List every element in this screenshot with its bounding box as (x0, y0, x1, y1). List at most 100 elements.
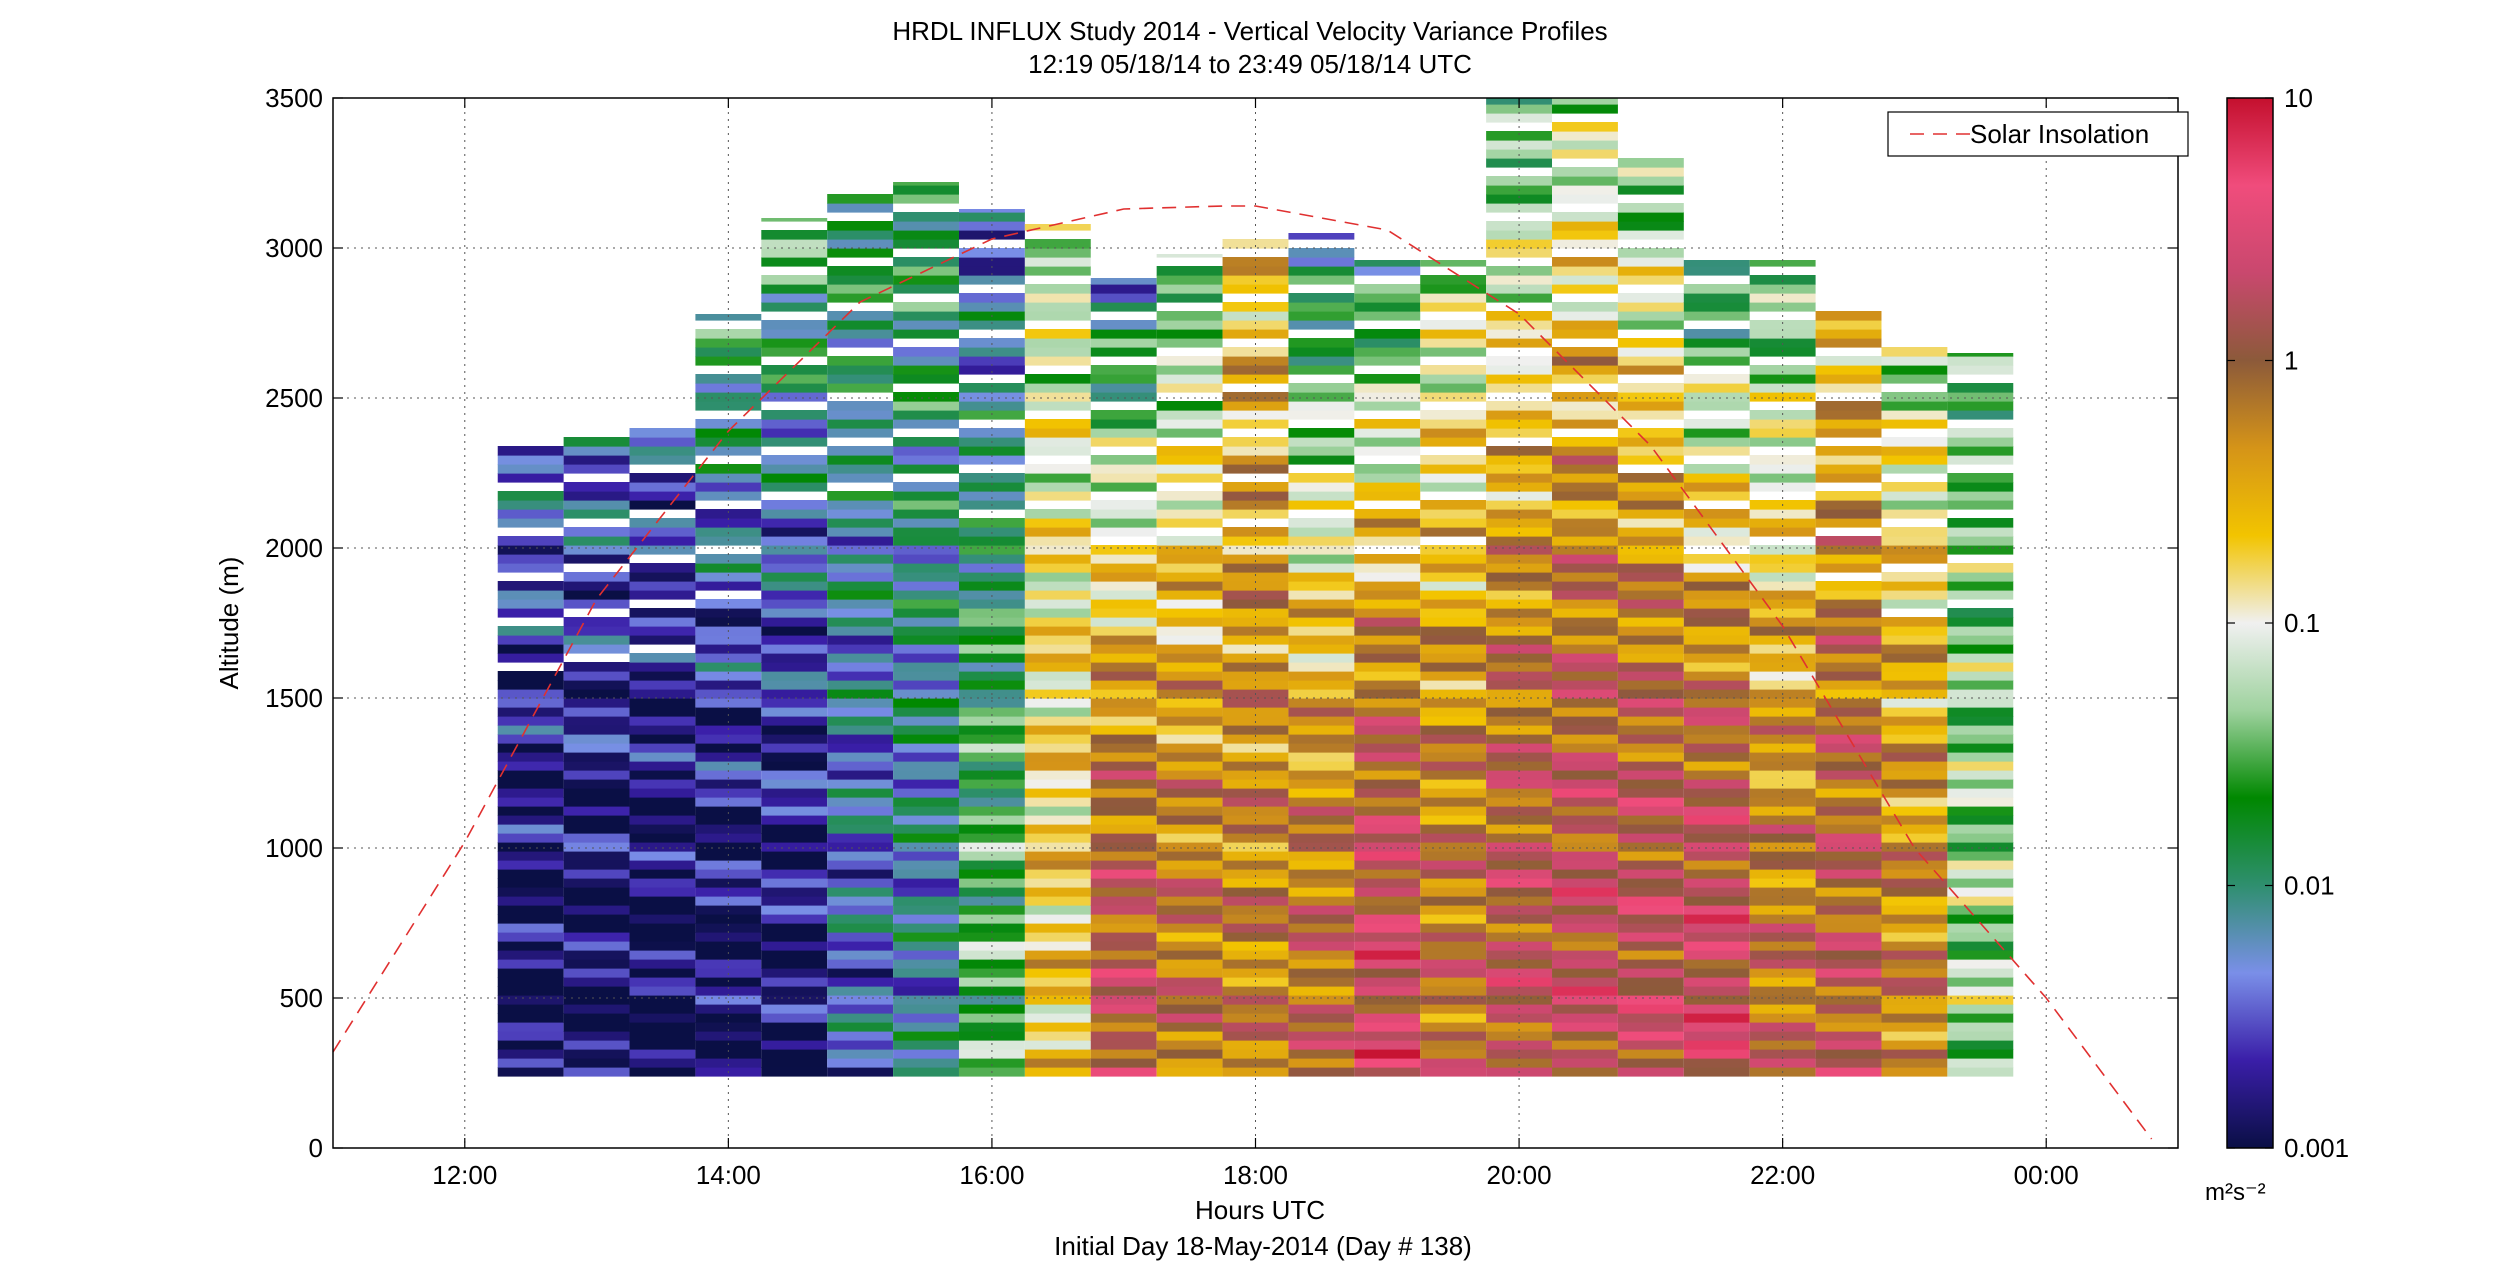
variance-cell (1881, 734, 1948, 744)
variance-cell (1156, 995, 1223, 1005)
variance-cell (1486, 1031, 1553, 1041)
variance-cell (1683, 725, 1750, 735)
variance-cell (629, 653, 696, 663)
variance-cell (497, 446, 564, 456)
variance-cell (827, 464, 894, 474)
variance-cell (958, 554, 1025, 564)
variance-cell (1288, 527, 1355, 537)
variance-cell (958, 653, 1025, 663)
variance-cell (1552, 563, 1618, 573)
variance-cell (1024, 977, 1091, 987)
variance-cell (1420, 761, 1487, 771)
variance-cell (761, 626, 828, 636)
variance-cell (958, 230, 1025, 240)
variance-cell (1156, 959, 1223, 969)
variance-cell (1420, 338, 1487, 348)
variance-cell (1024, 896, 1091, 906)
variance-cell (827, 680, 894, 690)
variance-cell (958, 671, 1025, 681)
variance-cell (1486, 653, 1553, 663)
variance-cell (1222, 797, 1289, 807)
variance-cell (1683, 347, 1750, 357)
variance-cell (563, 572, 630, 582)
variance-cell (563, 590, 630, 600)
variance-cell (1683, 266, 1750, 276)
variance-cell (1617, 914, 1684, 924)
variance-cell (827, 194, 894, 204)
variance-cell (1288, 491, 1355, 501)
variance-cell (1683, 1031, 1750, 1041)
variance-cell (1486, 968, 1553, 978)
variance-cell (695, 950, 762, 960)
variance-cell (1222, 392, 1289, 402)
variance-cell (1617, 950, 1684, 960)
variance-cell (1617, 707, 1684, 717)
variance-cell (1881, 689, 1948, 699)
variance-cell (563, 887, 630, 897)
variance-cell (827, 887, 894, 897)
variance-cell (1288, 806, 1355, 816)
variance-cell (1486, 986, 1553, 996)
variance-cell (629, 1031, 696, 1041)
variance-cell (1354, 356, 1421, 366)
variance-cell (1024, 248, 1091, 258)
variance-cell (1354, 428, 1421, 438)
variance-cell (1090, 617, 1157, 627)
variance-cell (1024, 224, 1091, 231)
variance-cell (497, 1004, 564, 1014)
variance-cell (497, 896, 564, 906)
variance-cell (563, 545, 630, 555)
variance-cell (958, 392, 1025, 402)
variance-cell (1749, 680, 1816, 690)
variance-cell (761, 887, 828, 897)
variance-cell (1815, 446, 1882, 456)
variance-cell (1288, 320, 1355, 330)
variance-cell (827, 581, 894, 591)
variance-cell (1815, 653, 1882, 663)
variance-cell (1552, 176, 1618, 186)
variance-cell (1156, 671, 1223, 681)
variance-cell (1486, 860, 1553, 870)
variance-cell (1024, 788, 1091, 798)
variance-cell (1156, 941, 1223, 951)
variance-cell (1486, 149, 1553, 159)
variance-cell (1947, 635, 2014, 645)
variance-cell (1683, 680, 1750, 690)
variance-cell (1749, 365, 1816, 375)
variance-cell (1354, 266, 1421, 276)
variance-cell (1947, 671, 2014, 681)
variance-cell (1354, 905, 1421, 915)
variance-cell (1683, 707, 1750, 717)
plot-area: 12:00 14:00 16:00 18:00 20:00 22:00 00:00 0500… (265, 83, 2179, 1190)
variance-cell (1486, 608, 1553, 618)
variance-cell (1024, 581, 1091, 591)
variance-cell (761, 824, 828, 834)
variance-cell (1420, 617, 1487, 627)
variance-cell (1354, 392, 1421, 402)
variance-cell (1156, 743, 1223, 753)
variance-cell (827, 797, 894, 807)
variance-cell (1354, 959, 1421, 969)
variance-cell (1683, 419, 1750, 429)
variance-cell (1420, 752, 1487, 762)
variance-profile (497, 446, 564, 1077)
variance-cell (1090, 1067, 1157, 1077)
variance-cell (1288, 689, 1355, 699)
variance-cell (1947, 1004, 2014, 1014)
variance-cell (1552, 653, 1618, 663)
variance-cell (958, 995, 1025, 1005)
variance-cell (1552, 599, 1618, 609)
variance-cell (695, 869, 762, 879)
variance-cell (1420, 887, 1487, 897)
variance-cell (1947, 725, 2014, 735)
variance-cell (497, 950, 564, 960)
variance-cell (761, 554, 828, 564)
variance-cell (1749, 968, 1816, 978)
variance-cell (1815, 1058, 1882, 1068)
variance-cell (1354, 833, 1421, 843)
variance-cell (1749, 824, 1816, 834)
variance-cell (893, 554, 959, 564)
variance-cell (1024, 1013, 1091, 1023)
variance-cell (893, 302, 959, 312)
y-tick-label: 0 (309, 1133, 323, 1163)
